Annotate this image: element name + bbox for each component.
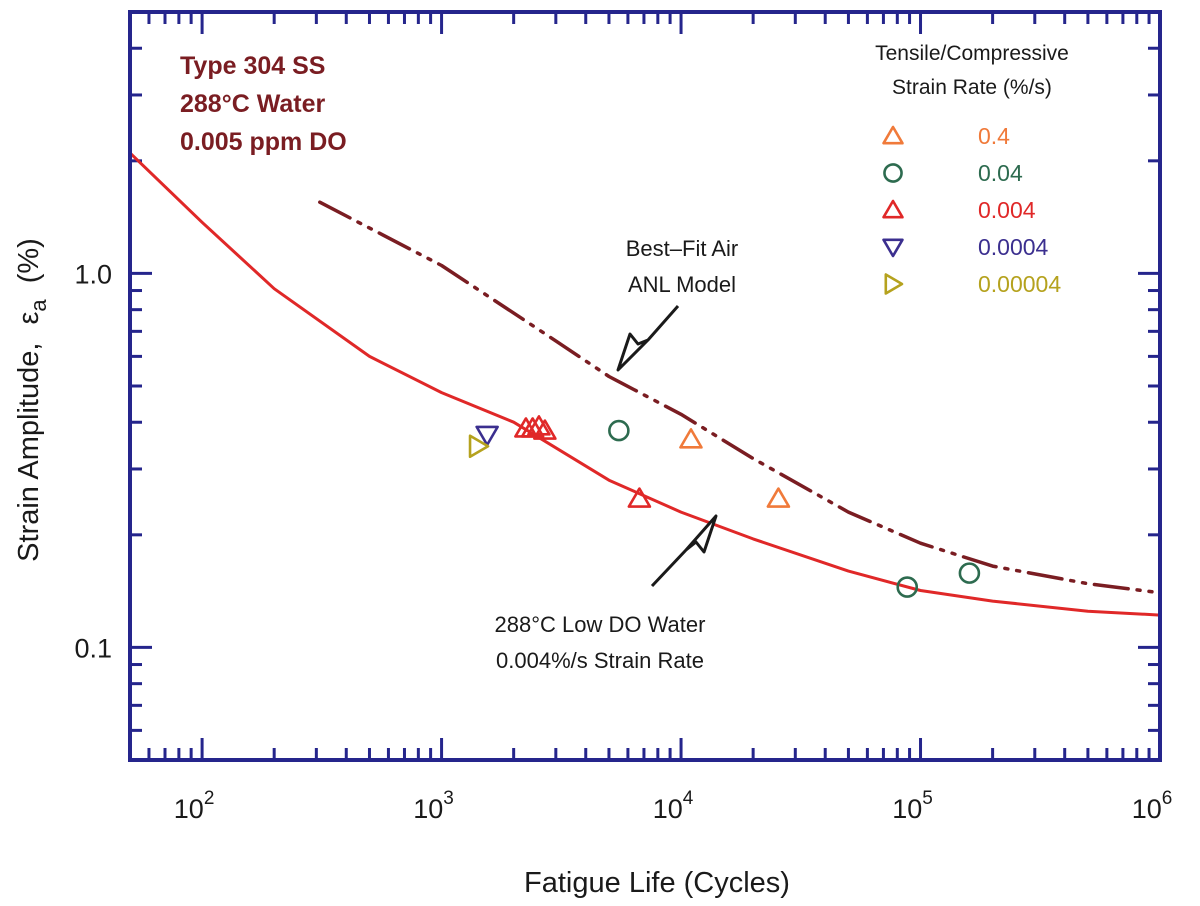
x-tick-exponent: 6 — [1162, 788, 1173, 809]
data-point — [679, 428, 703, 449]
condition-material: Type 304 SS — [180, 52, 325, 80]
annotation-air-line2: ANL Model — [628, 272, 736, 297]
legend-label: 0.004 — [978, 197, 1036, 223]
x-tick-base: 10 — [174, 794, 204, 824]
y-axis-title: Strain Amplitude, εa (%) — [13, 238, 53, 562]
x-tick-labels: 102 103 104 105 106 — [174, 788, 1173, 824]
data-point — [468, 434, 490, 459]
annotation-water-arrow — [650, 514, 718, 588]
x-tick-label: 103 — [413, 788, 454, 824]
legend: Tensile/Compressive Strain Rate (%/s) 0.… — [875, 42, 1069, 297]
legend-label: 0.04 — [978, 160, 1023, 186]
x-tick-label: 106 — [1132, 788, 1173, 824]
condition-environment: 288°C Water — [180, 90, 326, 118]
y-axis-title-unit: (%) — [13, 238, 45, 283]
y-axis-title-main: Strain Amplitude, — [13, 343, 45, 562]
x-tick-base: 10 — [1132, 794, 1162, 824]
legend-marker — [882, 125, 904, 145]
data-point — [627, 487, 652, 508]
x-tick-base: 10 — [892, 794, 922, 824]
x-tick-label: 102 — [174, 788, 215, 824]
data-point — [958, 562, 981, 584]
annotation-air: Best–Fit Air ANL Model — [616, 236, 738, 372]
x-tick-label: 104 — [653, 788, 694, 824]
annotation-air-line1: Best–Fit Air — [626, 236, 738, 261]
y-axis-title-sub: a — [26, 299, 51, 312]
data-point — [766, 487, 791, 508]
y-axis-title-symbol: ε — [13, 312, 45, 325]
air-curve — [318, 200, 1162, 595]
legend-title-line2: Strain Rate (%/s) — [892, 76, 1052, 99]
legend-marker — [882, 199, 904, 219]
x-tick-base: 10 — [653, 794, 683, 824]
data-point — [475, 425, 499, 447]
condition-oxygen: 0.005 ppm DO — [180, 128, 347, 156]
y-tick-label: 1.0 — [74, 259, 112, 289]
annotation-water-line1: 288°C Low DO Water — [495, 612, 706, 637]
annotation-water-line2: 0.004%/s Strain Rate — [496, 648, 704, 673]
data-point — [533, 419, 557, 440]
data-point — [527, 415, 551, 436]
data-point — [896, 576, 919, 598]
legend-marker — [884, 273, 904, 295]
x-tick-base: 10 — [413, 794, 443, 824]
y-tick-labels: 1.0 0.1 — [74, 259, 112, 663]
y-tick-label: 0.1 — [74, 633, 112, 663]
legend-label: 0.0004 — [978, 234, 1049, 260]
annotation-water: 288°C Low DO Water 0.004%/s Strain Rate — [495, 514, 718, 673]
test-conditions: Type 304 SS 288°C Water 0.005 ppm DO — [180, 52, 347, 156]
plot-frame — [128, 10, 1162, 762]
x-tick-exponent: 4 — [683, 788, 694, 809]
x-axis-title: Fatigue Life (Cycles) — [524, 867, 790, 899]
x-tick-exponent: 2 — [204, 788, 215, 809]
x-tick-exponent: 5 — [922, 788, 933, 809]
x-tick-label: 105 — [892, 788, 933, 824]
data-point — [520, 417, 545, 438]
legend-label: 0.4 — [978, 123, 1010, 149]
legend-marker — [883, 163, 903, 183]
legend-marker — [882, 238, 904, 258]
legend-label: 0.00004 — [978, 271, 1061, 297]
data-points — [468, 415, 981, 598]
annotation-air-arrow — [616, 305, 680, 372]
data-point — [608, 419, 630, 442]
x-tick-exponent: 3 — [443, 788, 454, 809]
legend-title-line1: Tensile/Compressive — [875, 42, 1069, 65]
